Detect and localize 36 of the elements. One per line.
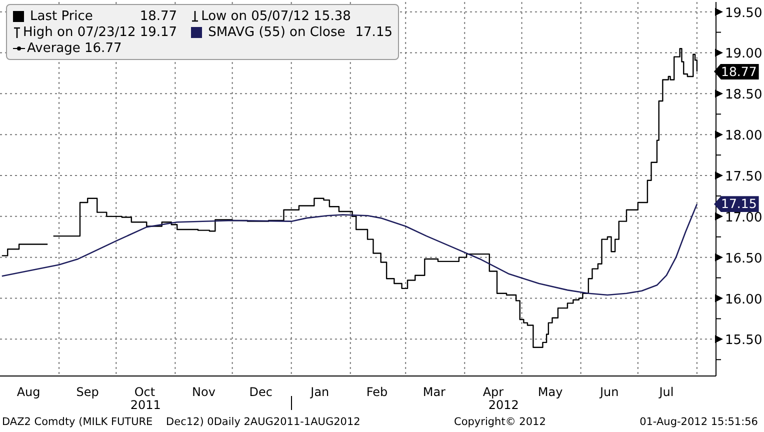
x-tick-label: Jan [310,385,330,399]
y-tick-label: 17.50 [725,169,762,184]
x-tick-label: Dec [249,385,272,399]
text: 01-Aug-2012 15:51:56 [640,416,758,428]
y-tick-label: 19.00 [725,46,762,62]
legend-label: Last Price [30,8,93,24]
y-tick-label: 17.00 [725,210,762,226]
text: Copyright© 2012 [454,416,546,428]
annotation: Low on 05/07/12 15.38 [201,8,351,24]
text: 2011 [130,398,161,412]
x-tick-label: Feb [366,385,388,399]
y-tick-label: 19.50 [725,6,762,21]
annotation: 17.15 [714,196,759,212]
x-tick-label: Apr [482,385,504,399]
text: 17.15 [355,24,392,40]
legend-label: SMAVG (55) on Close [208,24,346,40]
x-tick-label: Jun [598,385,619,399]
annotation: Average 16.77 [27,40,122,56]
y-tick-label: 15.50 [725,333,762,348]
y-tick-label: 16.50 [725,251,762,266]
x-tick-label: May [538,385,563,399]
annotation: 18.77 [714,64,759,80]
line-series [1,203,698,296]
text: 2012 [488,398,519,412]
x-tick-label: Mar [422,385,446,399]
x-tick-label: Sep [76,385,99,399]
y-tick-label: 18.50 [725,88,762,103]
x-tick-label: Nov [192,385,216,399]
annotation: High on 07/23/12 19.17 [23,24,178,40]
x-tick-label: Oct [134,385,156,399]
text: DAZ2 Comdty (MILK FUTURE Dec12) 0Daily 2AUG2011-1AUG2012 [2,416,360,428]
text: 18.77 [140,8,178,24]
y-tick-label: 18.00 [725,128,762,144]
y-tick-label: 16.00 [725,292,762,308]
x-tick-label: Jul [658,385,674,399]
x-tick-label: Aug [16,385,40,399]
